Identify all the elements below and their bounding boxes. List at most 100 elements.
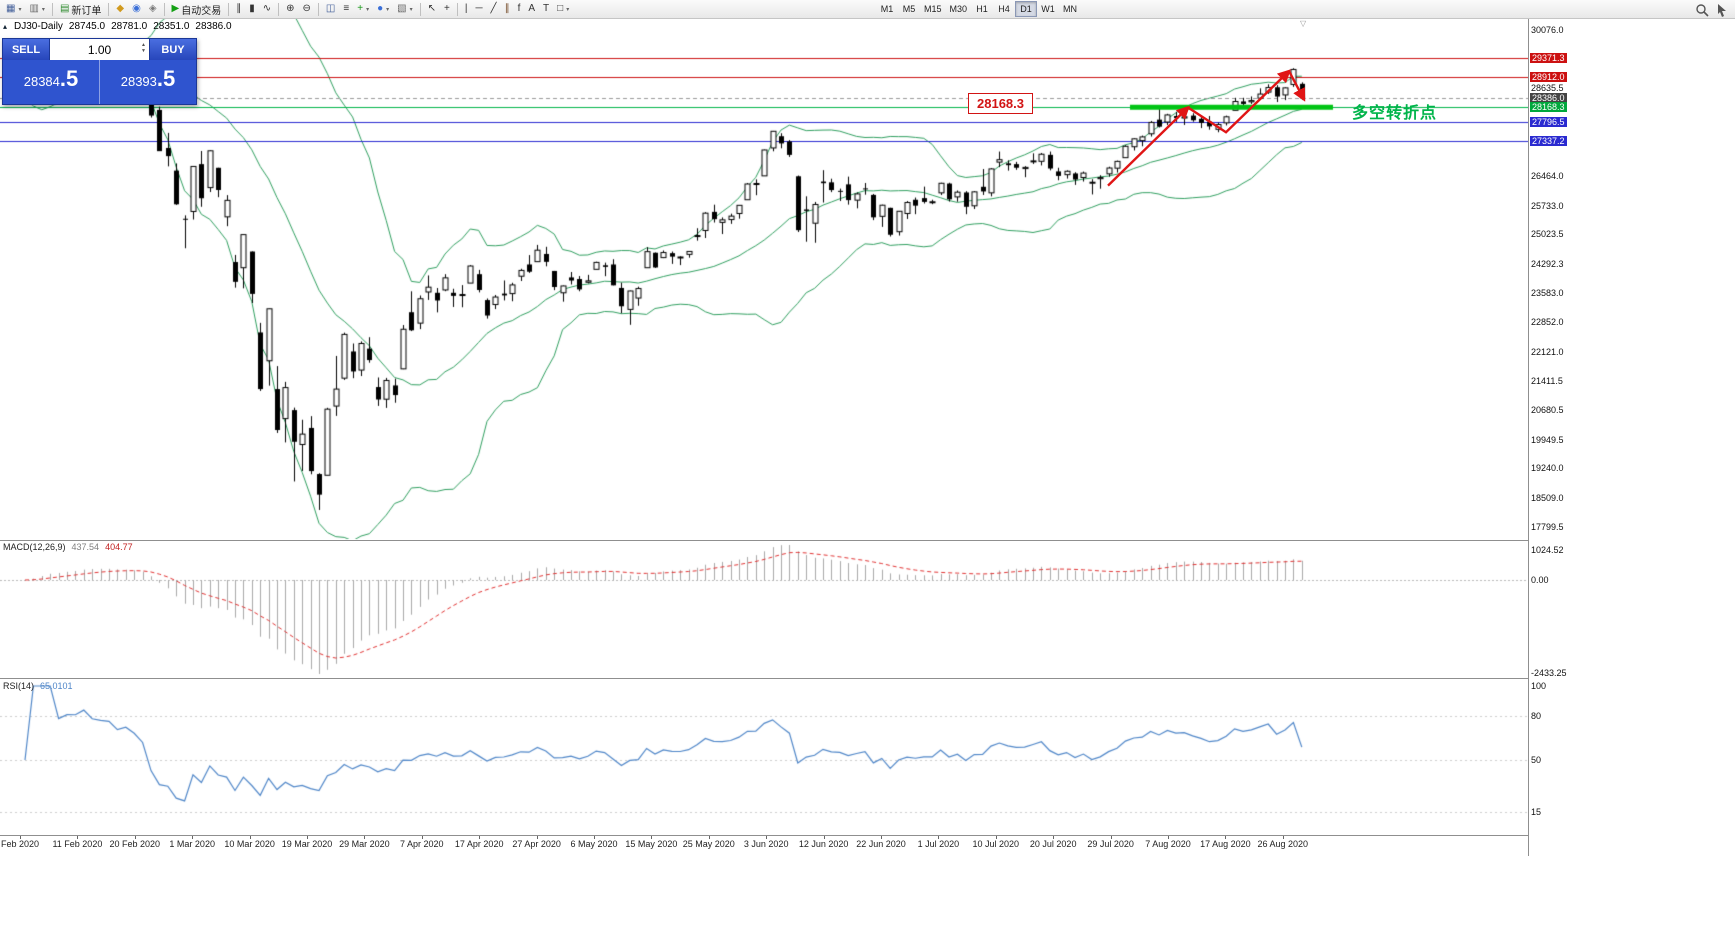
axis-label: 15 <box>1531 806 1542 817</box>
dropdown-arrow-icon: ▾ <box>386 6 390 13</box>
volume-input[interactable]: 1.00 ▲ ▼ <box>50 39 149 60</box>
crosshair-icon[interactable]: + <box>440 1 454 18</box>
channel-icon[interactable]: ∥ <box>501 1 514 18</box>
autotrading-button[interactable]: ▶ 自动交易 <box>168 1 226 18</box>
bar-chart-icon[interactable]: ∥ <box>232 1 245 18</box>
cursor-icon[interactable]: ↖ <box>424 1 440 18</box>
timeframe-bar: M1 M5 M15 M30 H1 H4 D1 W1 MN <box>876 1 1081 18</box>
axis-label: 20680.5 <box>1531 405 1564 416</box>
date-label: 3 Jun 2020 <box>743 839 789 849</box>
autotrading-icon: ▶ <box>171 3 180 14</box>
zoom-in-icon[interactable]: ⊕ <box>282 1 298 18</box>
date-tick <box>766 836 768 839</box>
new-chart-icon[interactable]: ▦ ▾ <box>2 1 25 18</box>
timeframe-m1[interactable]: M1 <box>876 1 898 17</box>
volume-spinner[interactable]: ▲ ▼ <box>141 42 146 54</box>
price-level-annotation[interactable]: 28168.3 <box>968 93 1033 114</box>
spinner-down-icon[interactable]: ▼ <box>141 48 146 54</box>
macd-panel-separator[interactable] <box>0 540 1574 541</box>
date-tick <box>938 836 940 839</box>
timeframe-h4[interactable]: H4 <box>993 1 1015 17</box>
axis-label: 50 <box>1531 755 1542 765</box>
shapes-icon[interactable]: □ ▾ <box>553 1 573 18</box>
spinner-up-icon[interactable]: ▲ <box>141 42 146 48</box>
chart-shift-marker-icon[interactable]: ▽ <box>1300 19 1307 28</box>
rsi-panel-separator[interactable] <box>0 678 1574 679</box>
axis-label: 80 <box>1531 710 1542 721</box>
buy-button[interactable]: BUY <box>149 39 196 60</box>
sell-price[interactable]: 28384 .5 <box>3 60 100 104</box>
strategy-tester-icon: ◈ <box>148 3 157 14</box>
indicator-list-icon[interactable]: ≡ <box>339 1 353 18</box>
dropdown-arrow-icon: ▾ <box>566 6 570 13</box>
new-order-button-label: 新订单 <box>71 5 102 17</box>
market-watch-icon[interactable]: ◆ <box>112 1 128 18</box>
date-tick <box>249 836 251 839</box>
new-chart-icon: ▦ <box>6 3 16 14</box>
text-icon[interactable]: A <box>524 1 539 18</box>
timeframe-w1[interactable]: W1 <box>1037 1 1059 17</box>
hand-cursor-icon[interactable] <box>1715 3 1729 17</box>
add-indicator-icon[interactable]: + ▾ <box>353 1 373 18</box>
market-watch-icon: ◆ <box>116 3 125 14</box>
trendline-icon: ╱ <box>490 3 497 14</box>
timeframe-m15[interactable]: M15 <box>920 1 946 17</box>
template-icon[interactable]: ▧ ▾ <box>393 1 416 18</box>
toolbar-separator <box>456 2 458 16</box>
vertical-line-icon: | <box>464 3 468 14</box>
one-click-collapse-icon[interactable]: ▴ <box>3 22 8 31</box>
date-axis[interactable]: Feb 2020 11 Feb 2020 20 Feb 2020 1 Mar 2020… <box>0 836 1528 854</box>
search-icon[interactable] <box>1695 3 1709 17</box>
toolbar-separator <box>228 2 230 16</box>
axis-label: 26464.0 <box>1531 171 1564 182</box>
horizontal-line-icon: ─ <box>475 3 483 14</box>
rsi-value: 65.0101 <box>40 681 73 691</box>
candlestick-chart-icon[interactable]: ▮ <box>245 1 259 18</box>
new-order-button[interactable]: ▤ 新订单 <box>56 1 105 18</box>
low-value: 28351.0 <box>153 21 190 32</box>
price-chart-canvas[interactable] <box>0 18 1528 835</box>
vertical-line-icon[interactable]: | <box>461 1 472 18</box>
line-chart-icon[interactable]: ∿ <box>259 1 275 18</box>
turning-point-label: 多空转折点 <box>1352 105 1438 122</box>
tile-windows-icon: ◫ <box>325 3 336 14</box>
strategy-tester-icon[interactable]: ◈ <box>145 1 161 18</box>
price-badge: 29371.3 <box>1530 53 1567 64</box>
macd-name: MACD(12,26,9) <box>3 542 66 552</box>
fibonacci-icon[interactable]: f <box>514 1 525 18</box>
timeframe-mn[interactable]: MN <box>1059 1 1081 17</box>
date-tick <box>307 836 308 839</box>
buy-price[interactable]: 28393 .5 <box>100 60 196 104</box>
date-tick <box>1053 836 1055 839</box>
label-icon[interactable]: T <box>539 1 553 18</box>
timeframe-h1[interactable]: H1 <box>971 1 993 17</box>
toolbar: ▦ ▾ ▥ ▾ ▤ 新订单 ◆ ◉ ◈ ▶ 自动交易 ∥ ▮ ∿ ⊕ ⊖ ◫ ≡ + ▾ ● ▾ ▧ ▾ ↖ + | ─ ╱ ∥ f A T □ ▾… <box>0 0 1735 19</box>
zoom-out-icon[interactable]: ⊖ <box>299 1 315 18</box>
timeframe-d1[interactable]: D1 <box>1015 1 1038 17</box>
zoom-in-icon: ⊕ <box>286 3 295 14</box>
tile-windows-icon[interactable]: ◫ <box>322 1 339 18</box>
trendline-icon[interactable]: ╱ <box>487 1 501 18</box>
date-tick <box>1282 836 1284 839</box>
dropdown-arrow-icon: ▾ <box>409 6 413 13</box>
timeframe-m5[interactable]: M5 <box>898 1 920 17</box>
date-label: 25 May 2020 <box>682 839 735 849</box>
new-order-icon: ▤ <box>59 3 70 14</box>
date-axis-separator <box>0 835 1574 836</box>
horizontal-line-icon[interactable]: ─ <box>471 1 486 18</box>
dropdown-arrow-icon: ▾ <box>366 6 370 13</box>
price-scale[interactable]: 30076.0 28635.5 26464.0 25733.0 25023.5 24292… <box>1528 18 1575 856</box>
sell-price-main: 28384 <box>23 74 60 89</box>
date-label: 26 Aug 2020 <box>1257 839 1309 849</box>
axis-label: 23583.0 <box>1531 287 1564 298</box>
axis-label: 100 <box>1531 681 1547 691</box>
sell-button[interactable]: SELL <box>3 39 50 60</box>
timeframe-m30[interactable]: M30 <box>946 1 972 17</box>
text-icon: A <box>528 3 536 14</box>
profiles-icon[interactable]: ▥ ▾ <box>25 1 48 18</box>
date-label: 15 May 2020 <box>625 839 678 849</box>
periods-icon[interactable]: ● ▾ <box>373 1 393 18</box>
data-window-icon[interactable]: ◉ <box>128 1 145 18</box>
date-label: 10 Jul 2020 <box>972 839 1020 849</box>
